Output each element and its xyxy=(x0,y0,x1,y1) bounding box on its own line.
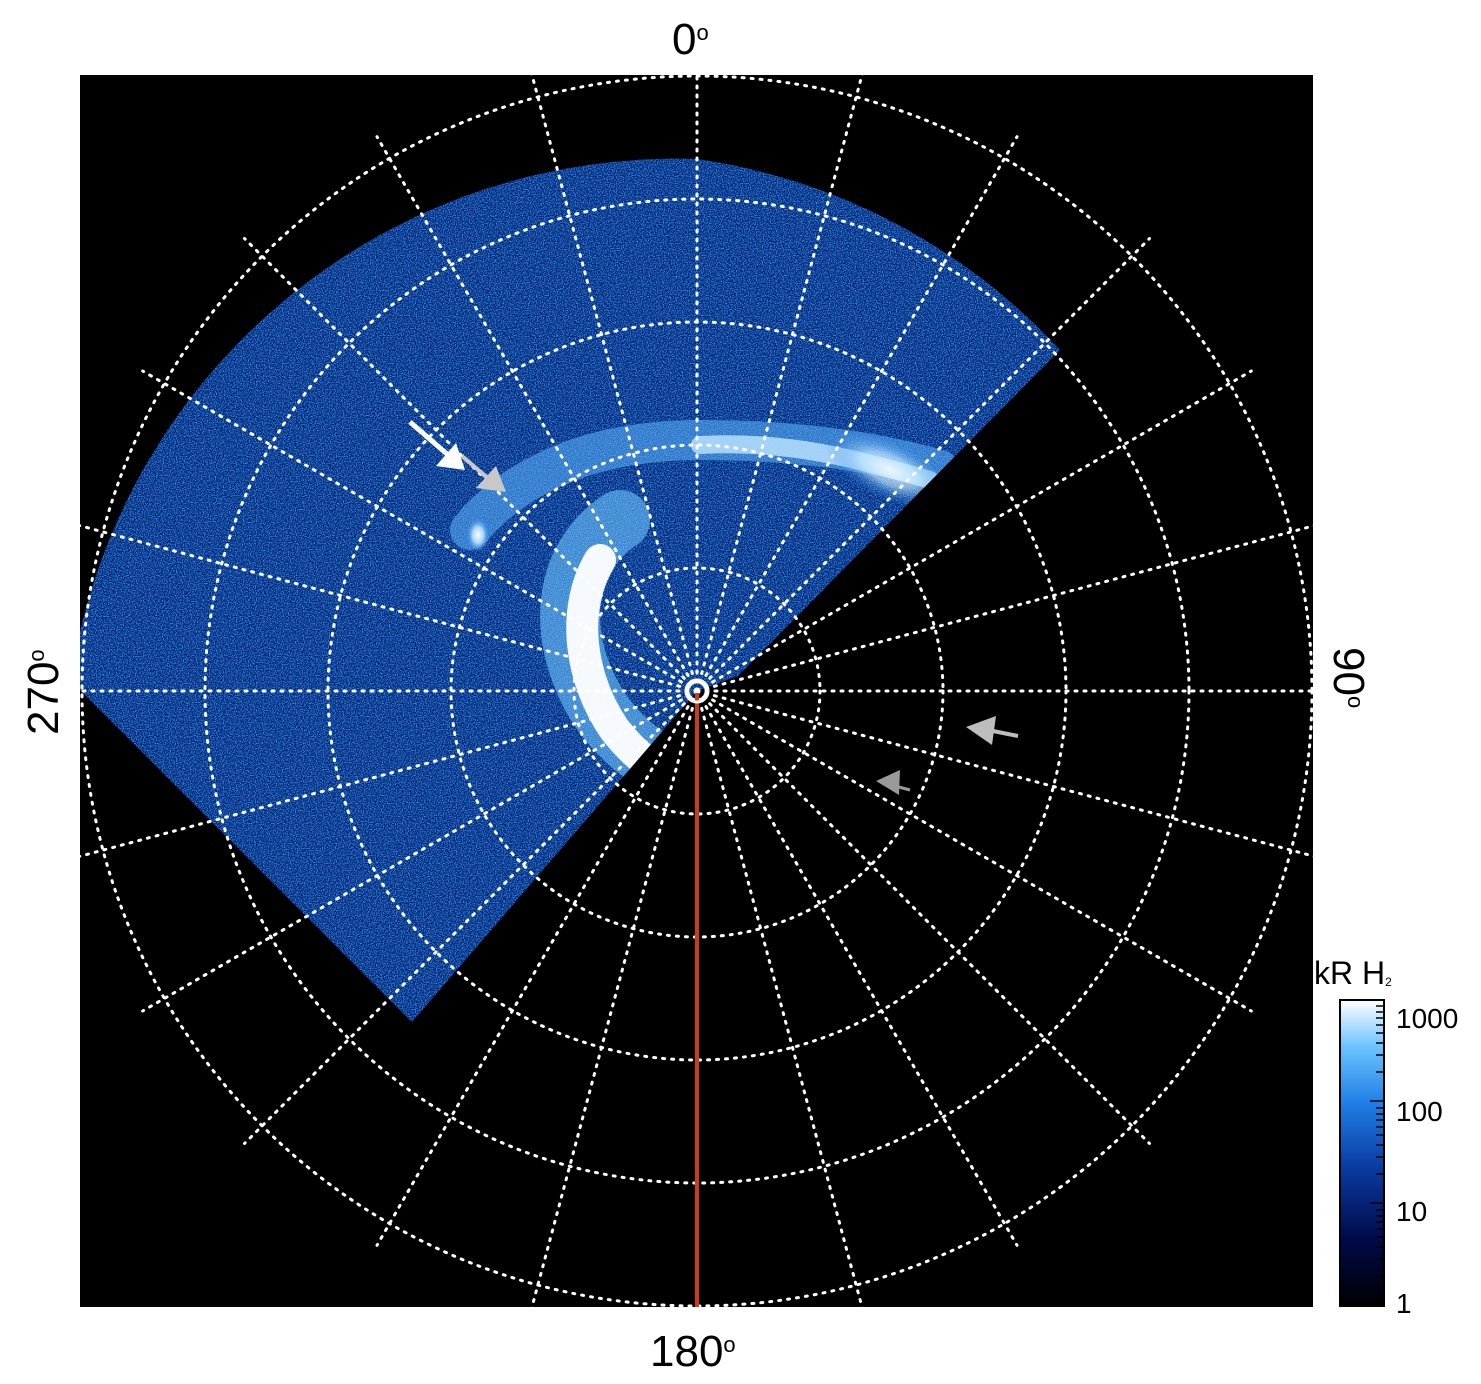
grid-meridian xyxy=(243,689,699,1145)
colorbar-tick-label: 1 xyxy=(1396,1288,1412,1319)
grid-ring xyxy=(572,566,822,816)
grid-meridian xyxy=(695,135,1019,693)
grid-meridian xyxy=(695,369,1253,693)
grid-meridian xyxy=(695,689,1151,1145)
grid-meridian xyxy=(695,75,864,693)
grid-meridian xyxy=(375,689,699,1247)
grid-meridian xyxy=(141,689,699,1013)
grid-meridian xyxy=(80,689,699,858)
colorbar-tick-label: 10 xyxy=(1396,1196,1428,1227)
grid-meridian xyxy=(530,689,699,1307)
grid-meridian xyxy=(141,369,699,693)
label-180-degrees: 180o xyxy=(650,1327,736,1376)
grid-meridian xyxy=(695,689,864,1307)
label-0-degrees: 0o xyxy=(672,15,709,64)
grid-meridian xyxy=(695,689,1019,1247)
gray-arrow xyxy=(966,716,1019,745)
colorbar-minor-ticks xyxy=(1370,1005,1384,1277)
grid-meridian xyxy=(695,237,1151,693)
grid-meridian xyxy=(695,689,1313,858)
white-arrow xyxy=(408,420,465,470)
light-gray-arrow xyxy=(460,454,506,492)
grid-meridian xyxy=(530,75,699,693)
label-90-degrees: 90o xyxy=(1324,647,1373,709)
grid-meridian xyxy=(695,524,1313,693)
dark-gray-arrow xyxy=(876,770,911,795)
grid-meridian xyxy=(80,524,699,693)
colorbar-tick-label: 100 xyxy=(1396,1096,1443,1127)
label-270-degrees: 270o xyxy=(19,649,68,735)
colorbar-title: kR H2 xyxy=(1314,955,1392,991)
grid-meridian xyxy=(375,135,699,693)
colorbar xyxy=(1339,999,1385,1307)
bright-auroral-spot xyxy=(466,517,490,553)
pole-marker xyxy=(684,678,710,704)
colorbar-tick-label: 1000 xyxy=(1396,1003,1459,1034)
grid-meridian xyxy=(695,689,1253,1013)
grid-meridian xyxy=(243,237,699,693)
